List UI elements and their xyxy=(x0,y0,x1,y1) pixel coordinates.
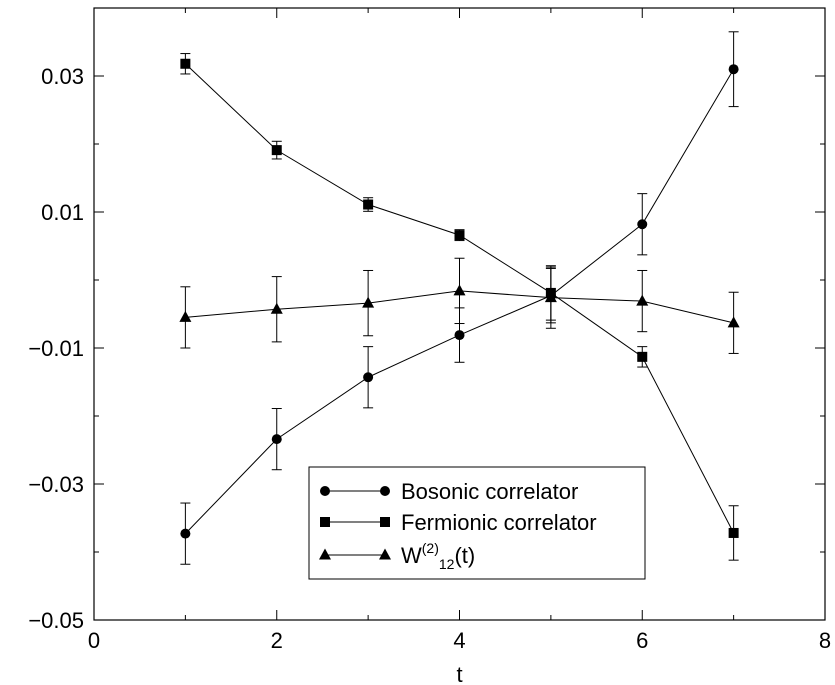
legend-marker xyxy=(320,517,330,527)
legend: Bosonic correlator Fermionic correlator … xyxy=(308,466,646,580)
data-point xyxy=(363,372,374,383)
legend-items xyxy=(319,486,391,560)
data-point xyxy=(271,145,282,156)
legend-marker xyxy=(319,548,331,560)
data-point xyxy=(728,527,739,538)
legend-marker xyxy=(380,517,390,527)
data-point xyxy=(363,199,374,210)
y-tick-label: 0.01 xyxy=(41,200,84,225)
series-layer xyxy=(179,31,740,565)
y-tick-label: −0.01 xyxy=(28,336,84,361)
y-tick-label: −0.03 xyxy=(28,472,84,497)
data-point xyxy=(270,302,283,314)
data-point xyxy=(271,434,282,445)
legend-label-w: W(2)12(t) xyxy=(401,540,475,572)
data-point xyxy=(180,528,191,539)
data-point xyxy=(179,310,192,322)
legend-box xyxy=(308,466,646,580)
legend-label-bosonic: Bosonic correlator xyxy=(401,479,578,504)
data-point xyxy=(454,230,465,241)
x-axis-title: t xyxy=(456,662,462,685)
data-point xyxy=(728,64,739,75)
x-tick-label: 4 xyxy=(453,628,465,653)
series-w xyxy=(179,257,740,354)
data-point xyxy=(636,294,649,306)
legend-marker xyxy=(320,486,330,496)
x-tick-label: 6 xyxy=(636,628,648,653)
x-tick-label: 2 xyxy=(271,628,283,653)
legend-label-fermionic: Fermionic correlator xyxy=(401,510,597,535)
x-tick-label: 0 xyxy=(88,628,100,653)
data-point xyxy=(453,284,466,296)
data-point xyxy=(544,291,557,303)
data-point xyxy=(637,351,648,362)
legend-marker xyxy=(380,486,390,496)
data-point xyxy=(454,330,465,341)
y-tick-label: 0.03 xyxy=(41,64,84,89)
ticks: 0 2 4 6 8 −0.05 −0.03 −0.01 0.01 0.03 xyxy=(28,8,831,653)
data-point xyxy=(637,219,648,230)
data-point xyxy=(727,316,740,328)
data-point xyxy=(180,58,191,69)
legend-marker xyxy=(379,548,391,560)
x-tick-label: 8 xyxy=(819,628,831,653)
data-point xyxy=(362,296,375,308)
y-tick-label: −0.05 xyxy=(28,608,84,633)
